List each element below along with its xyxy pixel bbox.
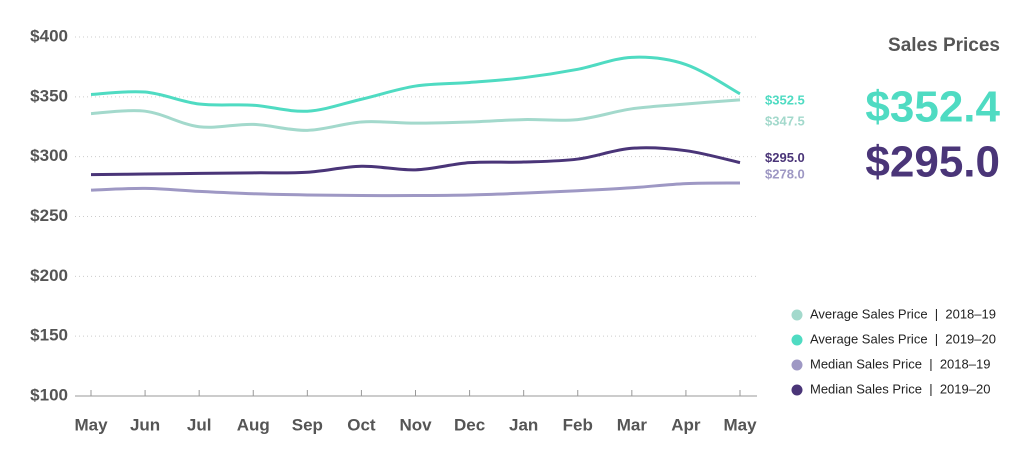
series-line (90, 181, 741, 198)
legend-marker (791, 309, 803, 321)
series-line (90, 55, 741, 113)
x-tick-label: Aug (237, 415, 270, 434)
series-line (90, 146, 741, 177)
series-line (90, 98, 741, 132)
chart-title: Sales Prices (888, 35, 1000, 56)
x-tick-label: Mar (617, 415, 648, 434)
x-tick-label: Nov (399, 415, 432, 434)
y-tick-label: $300 (30, 146, 68, 165)
legend-label: Average Sales Price | 2019–20 (810, 331, 996, 346)
legend-label: Median Sales Price | 2018–19 (810, 356, 990, 371)
x-tick-label: May (723, 415, 757, 434)
x-tick-label: Sep (292, 415, 323, 434)
legend-marker (791, 384, 803, 396)
y-tick-label: $100 (30, 385, 68, 404)
legend-marker (791, 359, 803, 371)
y-tick-label: $350 (30, 86, 68, 105)
x-tick-label: Oct (347, 415, 376, 434)
legend-label: Median Sales Price | 2019–20 (810, 381, 990, 396)
legend-marker (791, 334, 803, 346)
y-tick-label: $200 (30, 266, 68, 285)
legend-label: Average Sales Price | 2018–19 (810, 306, 996, 321)
callout-value: $295.0 (865, 138, 1000, 187)
x-tick-label: Jul (187, 415, 212, 434)
y-tick-label: $250 (30, 206, 68, 225)
x-tick-label: Feb (563, 415, 593, 434)
value-label: $352.5 (765, 92, 805, 107)
value-label: $278.0 (765, 166, 805, 181)
y-tick-label: $400 (30, 26, 68, 45)
value-label: $347.5 (765, 113, 805, 128)
x-tick-label: Apr (671, 415, 701, 434)
y-tick-label: $150 (30, 326, 68, 345)
x-tick-label: Jan (509, 415, 538, 434)
x-tick-label: May (74, 415, 108, 434)
callout-value: $352.4 (865, 83, 1000, 132)
x-tick-label: Dec (454, 415, 485, 434)
x-tick-label: Jun (130, 415, 160, 434)
value-label: $295.0 (765, 150, 805, 165)
